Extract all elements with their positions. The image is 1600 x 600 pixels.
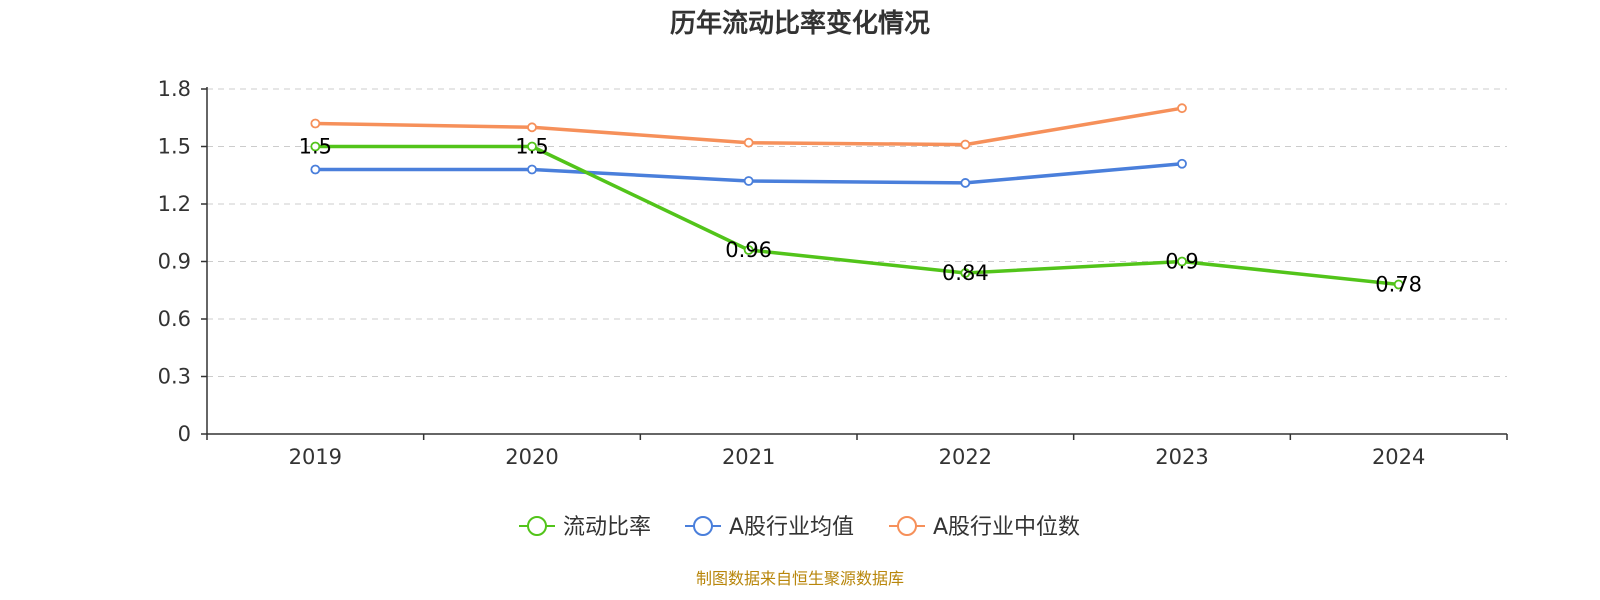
chart-title: 历年流动比率变化情况 xyxy=(670,8,930,39)
y-tick-label: 0.9 xyxy=(158,250,191,274)
data-point xyxy=(743,176,754,186)
source-note: 制图数据来自恒生聚源数据库 xyxy=(696,569,904,588)
data-label: 0.84 xyxy=(942,261,989,285)
y-tick-label: 1.8 xyxy=(158,77,191,101)
data-point xyxy=(310,141,321,152)
data-point xyxy=(310,164,321,175)
x-tick-label: 2023 xyxy=(1155,445,1208,469)
data-label: 1.5 xyxy=(515,135,548,159)
data-label: 1.5 xyxy=(299,135,332,159)
data-point xyxy=(527,164,537,175)
y-tick-label: 0.6 xyxy=(158,307,191,331)
data-point xyxy=(527,141,537,152)
legend-item[interactable]: 流动比率 xyxy=(519,515,651,540)
data-label: 0.78 xyxy=(1375,273,1422,297)
legend-label: 流动比率 xyxy=(563,515,651,540)
legend-label: A股行业均值 xyxy=(729,515,854,540)
data-point xyxy=(960,178,971,188)
series-layer xyxy=(310,103,1404,290)
data-labels: 1.5 1.5 0.96 0.84 0.9 0.78 xyxy=(299,135,1422,297)
legend-marker-icon xyxy=(693,516,713,536)
legend-item[interactable]: A股行业均值 xyxy=(685,515,854,540)
legend-marker-icon xyxy=(527,516,547,536)
data-point xyxy=(1393,279,1404,290)
y-tick-label: 1.2 xyxy=(158,192,191,216)
legend-item[interactable]: A股行业中位数 xyxy=(889,515,1080,540)
legend-marker-icon xyxy=(897,516,917,536)
data-point xyxy=(743,137,754,148)
legend-label: A股行业中位数 xyxy=(933,515,1080,540)
grid-lines xyxy=(207,88,1507,377)
data-point xyxy=(1177,158,1187,169)
y-tick-label: 1.5 xyxy=(158,135,191,159)
data-point xyxy=(1177,256,1187,267)
data-point xyxy=(1177,103,1187,114)
data-point xyxy=(743,245,754,255)
legend: 流动比率 A股行业均值 A股行业中位数 xyxy=(519,515,1080,540)
data-point xyxy=(960,139,971,150)
data-label: 0.9 xyxy=(1165,250,1198,274)
series-line-0 xyxy=(313,144,1401,287)
data-point xyxy=(310,118,321,129)
x-tick-label: 2019 xyxy=(289,445,342,469)
data-point xyxy=(960,268,971,278)
x-tick-label: 2024 xyxy=(1372,445,1425,469)
x-tick-label: 2020 xyxy=(505,445,558,469)
x-tick-label: 2022 xyxy=(939,445,992,469)
data-label: 0.96 xyxy=(725,238,772,262)
axes: 0 0.3 0.6 0.9 1.2 1.5 1.8 2019 2020 2021 2022 2023 2… xyxy=(158,77,1508,469)
data-point xyxy=(527,122,537,133)
y-tick-label: 0 xyxy=(178,422,191,446)
x-tick-label: 2021 xyxy=(722,445,775,469)
y-tick-label: 0.3 xyxy=(158,365,191,389)
